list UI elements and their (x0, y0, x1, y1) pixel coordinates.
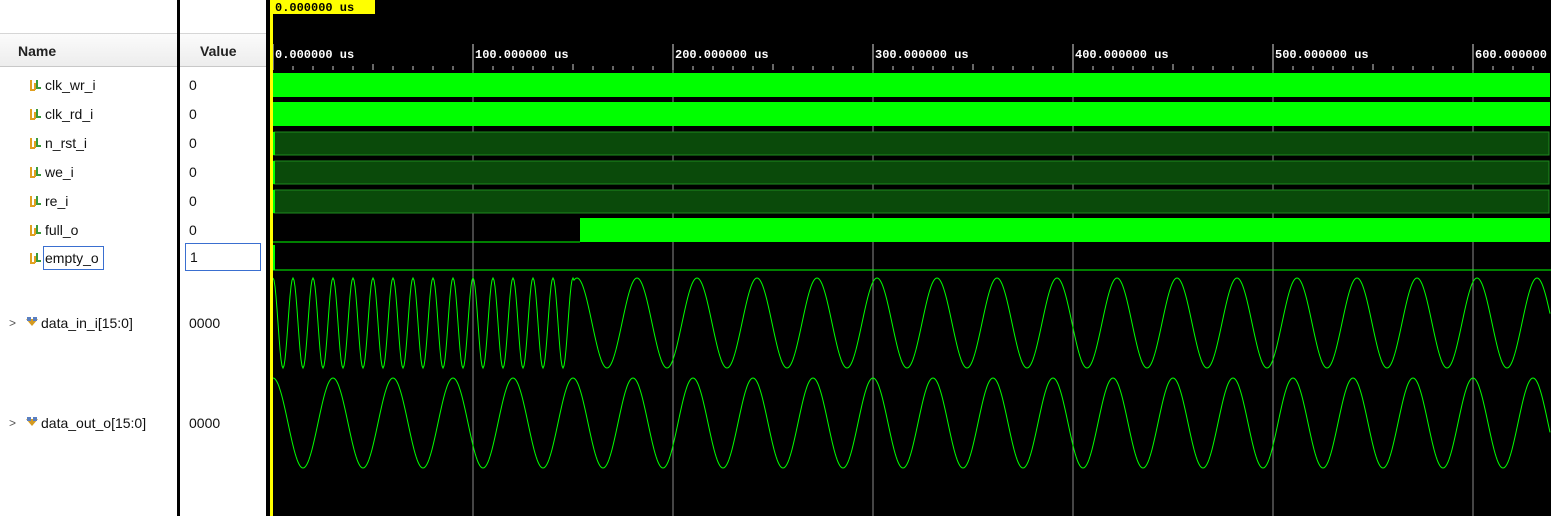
signal-row-we_i[interactable]: we_i (0, 160, 177, 184)
waveform-clk_rd_i (273, 102, 1550, 126)
time-cursor[interactable]: 0.000000 us (270, 0, 375, 516)
value-column-header[interactable]: Value (180, 33, 266, 67)
signal-value: 0 (189, 77, 197, 93)
waveform-we_i (273, 160, 1550, 185)
signal-value: 0 (189, 193, 197, 209)
pane-divider[interactable] (266, 0, 270, 516)
name-column (0, 0, 177, 516)
digital-waveforms (273, 73, 1551, 271)
logic-signal-icon (28, 77, 44, 93)
signal-name: clk_wr_i (45, 77, 96, 93)
name-column-header[interactable]: Name (0, 33, 177, 67)
waveform-re_i (273, 189, 1550, 214)
signal-name: re_i (45, 193, 69, 209)
signal-value: 0000 (189, 315, 221, 331)
signal-row-empty_o[interactable]: empty_o (0, 245, 177, 271)
ruler-time-label: 200.000000 us (675, 48, 769, 62)
signal-row-data_in_i[interactable]: > data_in_i[15:0] (0, 311, 177, 335)
signal-name: data_out_o[15:0] (41, 415, 147, 431)
signal-name: n_rst_i (45, 135, 88, 151)
expand-chevron-icon[interactable]: > (9, 316, 17, 330)
waveform-clk_wr_i (273, 73, 1550, 97)
waveform-full_o (580, 218, 1550, 242)
logic-signal-icon (28, 222, 44, 238)
signal-value: 0 (189, 164, 197, 180)
signal-name: data_in_i[15:0] (41, 315, 133, 331)
column-divider[interactable] (177, 0, 180, 516)
signal-value: 0 (189, 135, 197, 151)
logic-signal-icon (28, 250, 44, 266)
signal-name: we_i (45, 164, 74, 180)
value-column (180, 0, 266, 516)
cursor-line[interactable] (270, 0, 273, 516)
signal-row-clk_wr_i[interactable]: clk_wr_i (0, 73, 177, 97)
signal-row-clk_rd_i[interactable]: clk_rd_i (0, 102, 177, 126)
ruler-time-label: 500.000000 us (1275, 48, 1369, 62)
signal-name-selected: empty_o (43, 246, 104, 270)
bus-signal-icon (24, 415, 40, 431)
logic-signal-icon (28, 106, 44, 122)
waveform-edge (273, 190, 275, 213)
signal-value: 0 (189, 222, 197, 238)
cursor-label-box (273, 0, 375, 14)
expand-chevron-icon[interactable]: > (9, 416, 17, 430)
ruler-time-label: 0.000000 us (275, 48, 354, 62)
cursor-time-label: 0.000000 us (275, 1, 354, 15)
waveform-edge (273, 161, 275, 184)
signal-list-pane: Name Value clk_wr_i 0 clk_rd_i 0 n_rst_i… (0, 0, 270, 516)
ruler-time-label: 300.000000 us (875, 48, 969, 62)
signal-row-n_rst_i[interactable]: n_rst_i (0, 131, 177, 155)
signal-row-full_o[interactable]: full_o (0, 218, 177, 242)
waveform-n_rst_i (273, 131, 1550, 156)
logic-signal-icon (28, 193, 44, 209)
bus-signal-icon (24, 315, 40, 331)
logic-signal-icon (28, 135, 44, 151)
signal-value: 0 (189, 106, 197, 122)
signal-row-re_i[interactable]: re_i (0, 189, 177, 213)
signal-row-data_out_o[interactable]: > data_out_o[15:0] (0, 411, 177, 435)
waveform-edge (273, 132, 275, 155)
time-ruler[interactable]: 0.000000 us 100.000000 us 200.000000 us 300… (272, 44, 1547, 70)
ruler-time-label: 600.000000 (1475, 48, 1547, 62)
analog-waveforms (272, 276, 1551, 469)
signal-name: clk_rd_i (45, 106, 94, 122)
waveform-data_out_o (272, 377, 1551, 469)
waveform-data_in_i (272, 276, 1551, 370)
signal-name: full_o (45, 222, 79, 238)
ruler-time-label: 400.000000 us (1075, 48, 1169, 62)
signal-value-selected[interactable]: 1 (185, 243, 261, 271)
signal-value: 0000 (189, 415, 221, 431)
logic-signal-icon (28, 164, 44, 180)
waveform-canvas[interactable]: 0.000000 us 100.000000 us 200.000000 us 300… (270, 0, 1551, 516)
ruler-time-label: 100.000000 us (475, 48, 569, 62)
waveform-edge (273, 245, 275, 270)
